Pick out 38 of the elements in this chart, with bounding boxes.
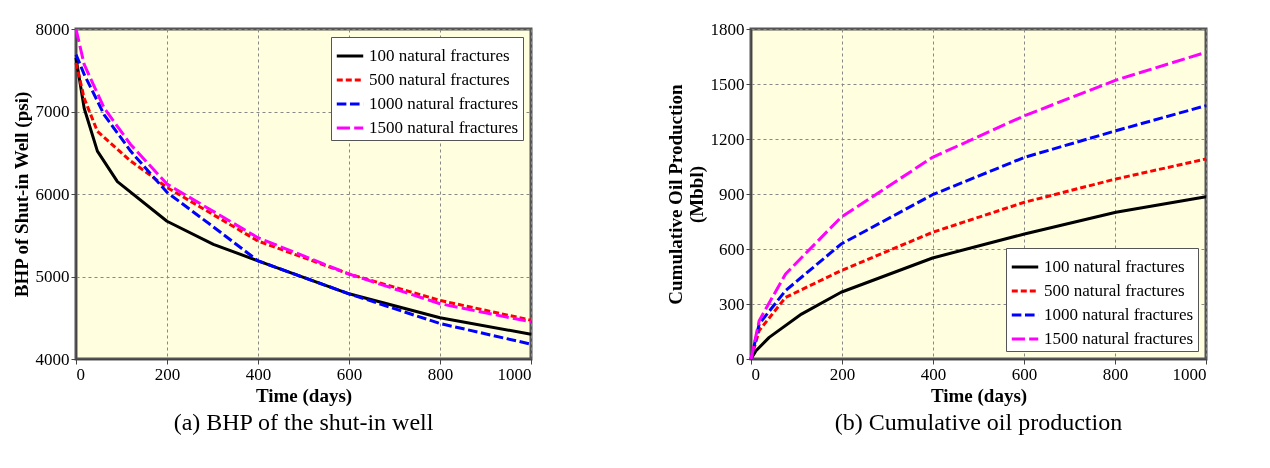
text: (b) Cumulative oil production (834, 409, 1123, 435)
x-tick-label: 600 (336, 364, 363, 384)
y-tick-label: 5000 (35, 267, 70, 286)
x-tick-label: 1000 (1172, 364, 1207, 384)
y-tick-label: 0 (736, 349, 745, 369)
legend-label: 100 natural fractures (369, 46, 510, 65)
x-axis-title: Time (days) (255, 384, 353, 407)
y-tick-label: 1500 (710, 74, 745, 94)
text: (a) BHP of the shut-in well (173, 409, 434, 435)
x-tick-label: 800 (1102, 364, 1129, 384)
y-tick-label: 900 (719, 184, 745, 204)
y-tick-label: 8000 (35, 19, 70, 39)
x-tick-label: 0 (76, 364, 85, 384)
y-tick-label: 1800 (710, 19, 745, 39)
x-tick-label: 0 (751, 364, 760, 384)
x-tick-label: 400 (920, 364, 947, 384)
legend-label: 100 natural fractures (1044, 257, 1185, 276)
legend-label: 500 natural fractures (1044, 281, 1185, 300)
legend-label: 1500 natural fractures (369, 118, 519, 137)
y-axis-title: BHP of Shut-in Well (psi) (10, 91, 33, 298)
legend-label: 1500 natural fractures (1044, 329, 1194, 348)
legend-label: 1000 natural fractures (369, 94, 519, 113)
y-axis-title: Cumulative Oil Production (Mbbl) (664, 83, 708, 305)
x-tick-label: 200 (154, 364, 181, 384)
x-axis-title: Time (days) (930, 384, 1028, 407)
x-tick-label: 600 (1011, 364, 1038, 384)
legend-label: 1000 natural fractures (1044, 305, 1194, 324)
y-tick-label: 6000 (35, 184, 70, 204)
x-tick-label: 800 (427, 364, 454, 384)
y-tick-label: 600 (719, 239, 745, 259)
y-tick-label: 4000 (35, 349, 70, 369)
x-tick-label: 400 (245, 364, 272, 384)
legend-label: 500 natural fractures (369, 70, 510, 89)
x-tick-label: 1000 (497, 364, 532, 384)
x-tick-label: 200 (829, 364, 856, 384)
y-tick-label: 300 (719, 294, 745, 314)
y-tick-label: 7000 (35, 102, 70, 121)
y-tick-label: 1200 (710, 129, 745, 149)
